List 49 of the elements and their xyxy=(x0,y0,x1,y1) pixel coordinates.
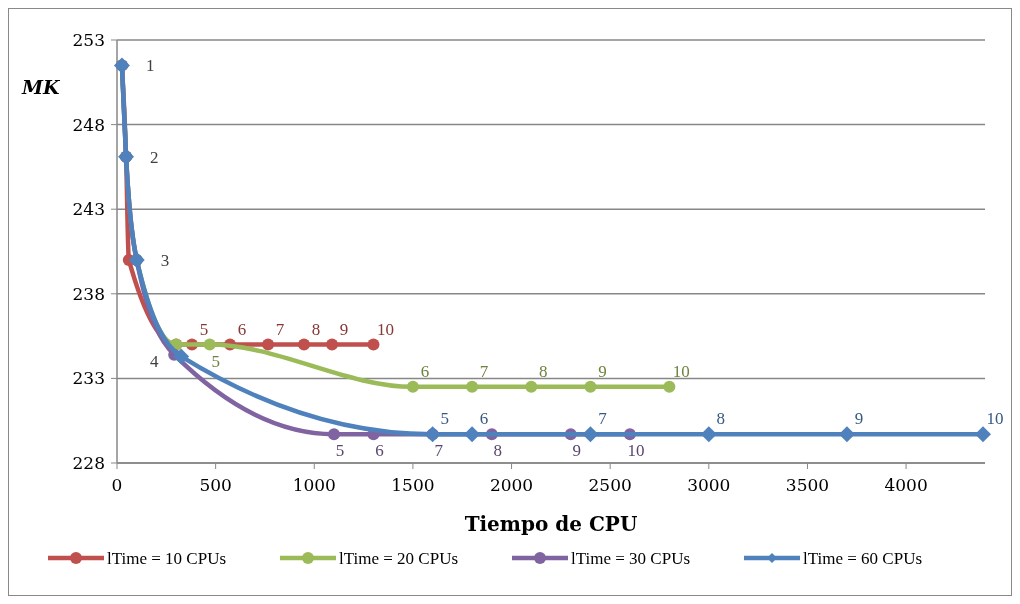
x-tick-label: 4000 xyxy=(884,475,928,495)
annotation: 8 xyxy=(539,361,548,381)
annotation: 9 xyxy=(854,409,864,429)
legend-label: lTime = 10 CPUs xyxy=(107,549,227,568)
annotation: 10 xyxy=(986,409,1004,429)
x-axis-title: Tiempo de CPU xyxy=(464,512,638,536)
annotation: 5 xyxy=(211,351,220,371)
annotation: 10 xyxy=(672,361,690,381)
x-tick-label: 500 xyxy=(199,475,232,495)
annotation: 8 xyxy=(716,409,726,429)
annotation: 4 xyxy=(149,351,159,371)
y-tick-label: 248 xyxy=(72,114,105,135)
legend-label: lTime = 30 CPUs xyxy=(571,549,691,568)
x-tick-label: 3500 xyxy=(785,475,830,495)
annotation: 9 xyxy=(339,319,349,339)
annotation: 10 xyxy=(376,319,394,339)
annotation: 5 xyxy=(440,409,449,429)
annotation: 9 xyxy=(572,441,581,461)
annotation: 5 xyxy=(335,441,345,461)
annotation: 5 xyxy=(199,319,209,339)
y-tick-label: 228 xyxy=(72,453,105,473)
x-tick-label: 2000 xyxy=(489,475,534,495)
annotation: 6 xyxy=(479,409,489,429)
annotation: 3 xyxy=(160,250,170,270)
annotation: 8 xyxy=(493,441,503,461)
annotation: 7 xyxy=(434,441,444,461)
legend-label: lTime = 60 CPUs xyxy=(803,549,923,568)
x-tick-label: 1000 xyxy=(292,475,336,495)
annotation: 6 xyxy=(375,441,384,461)
annotation: 7 xyxy=(598,409,608,429)
annotation: 9 xyxy=(598,361,607,381)
x-tick-label: 1500 xyxy=(391,475,435,495)
x-tick-label: 3000 xyxy=(687,475,731,495)
annotation: 2 xyxy=(150,147,159,167)
y-axis-title: MK xyxy=(21,76,62,98)
annotation: 8 xyxy=(311,319,321,339)
annotation: 6 xyxy=(237,319,247,339)
legend-label: lTime = 20 CPUs xyxy=(339,549,459,568)
annotation: 1 xyxy=(145,56,155,76)
annotation: 6 xyxy=(420,361,430,381)
annotation: 7 xyxy=(479,361,489,381)
y-tick-label: 238 xyxy=(72,283,105,304)
x-tick-label: 2500 xyxy=(588,475,632,495)
y-tick-label: 243 xyxy=(72,199,105,220)
y-tick-label: 233 xyxy=(72,368,105,389)
annotation: 10 xyxy=(627,441,645,461)
y-tick-label: 253 xyxy=(72,30,105,50)
annotation: 7 xyxy=(275,319,285,339)
x-tick-label: 0 xyxy=(111,475,123,495)
